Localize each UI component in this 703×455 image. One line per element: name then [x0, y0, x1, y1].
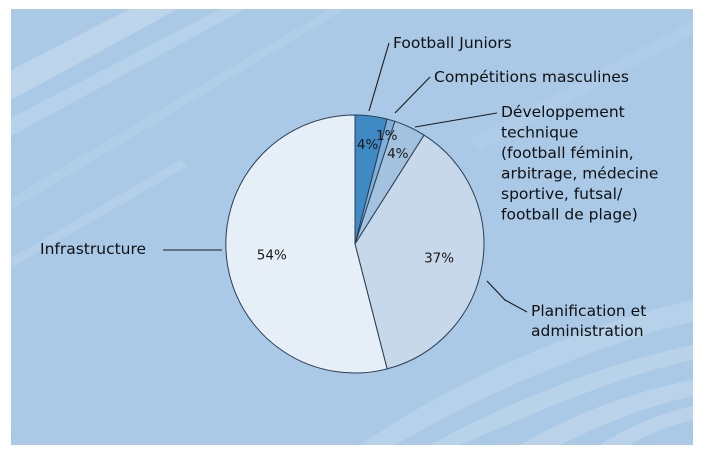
pie-value-labels: 4%1%4%37%54%	[257, 128, 454, 266]
pie-category-label-line: administration	[531, 322, 644, 340]
leader-line	[368, 42, 390, 112]
decor-stripe	[11, 9, 245, 136]
pie-category-label-line: Infrastructure	[40, 240, 146, 258]
pie-value-label: 1%	[376, 128, 398, 144]
pie-value-label: 4%	[387, 146, 409, 162]
pie-slice	[225, 114, 388, 374]
pie-category-label: Compétitions masculines	[434, 68, 629, 86]
leader-line	[486, 280, 528, 313]
pie-value-label: 37%	[424, 250, 454, 266]
pie-category-label-line: arbitrage, médecine	[501, 165, 658, 183]
pie-leader-lines	[163, 42, 528, 313]
pie-category-label-line: Planification et	[531, 302, 646, 320]
decor-stripe	[520, 380, 693, 445]
pie-category-label-line: Développement	[501, 103, 625, 121]
pie-category-labels: Football Juniors Compétitions masculines D…	[40, 34, 658, 340]
pie-category-label-line: sportive, futsal/	[501, 185, 623, 203]
decor-stripe	[11, 9, 345, 210]
pie-value-label: 4%	[357, 137, 379, 153]
decor-stripe	[600, 406, 693, 445]
pie-category-label: Planification et administration	[531, 302, 646, 340]
pie-category-label: Développement technique (football féminin,…	[501, 103, 658, 224]
decor-stripe	[470, 20, 693, 150]
leader-line	[414, 112, 498, 128]
pie-category-label-line: Compétitions masculines	[434, 68, 629, 86]
decor-stripe	[430, 345, 693, 445]
decor-stripe	[11, 9, 178, 100]
decor-stripe	[11, 160, 188, 268]
pie-slices	[225, 114, 485, 374]
leader-line	[394, 76, 431, 114]
pie-category-label: Infrastructure	[40, 240, 146, 258]
pie-category-label: Football Juniors	[393, 34, 512, 52]
pie-category-label-line: technique	[501, 124, 578, 142]
pie-slice	[354, 134, 485, 370]
pie-category-label-line: football de plage)	[501, 206, 638, 224]
pie-category-label-line: (football féminin,	[501, 144, 634, 162]
decor-stripe	[360, 300, 693, 445]
pie-value-label: 54%	[257, 248, 287, 264]
pie-category-label-line: Football Juniors	[393, 34, 512, 52]
panel-decoration	[11, 9, 693, 445]
